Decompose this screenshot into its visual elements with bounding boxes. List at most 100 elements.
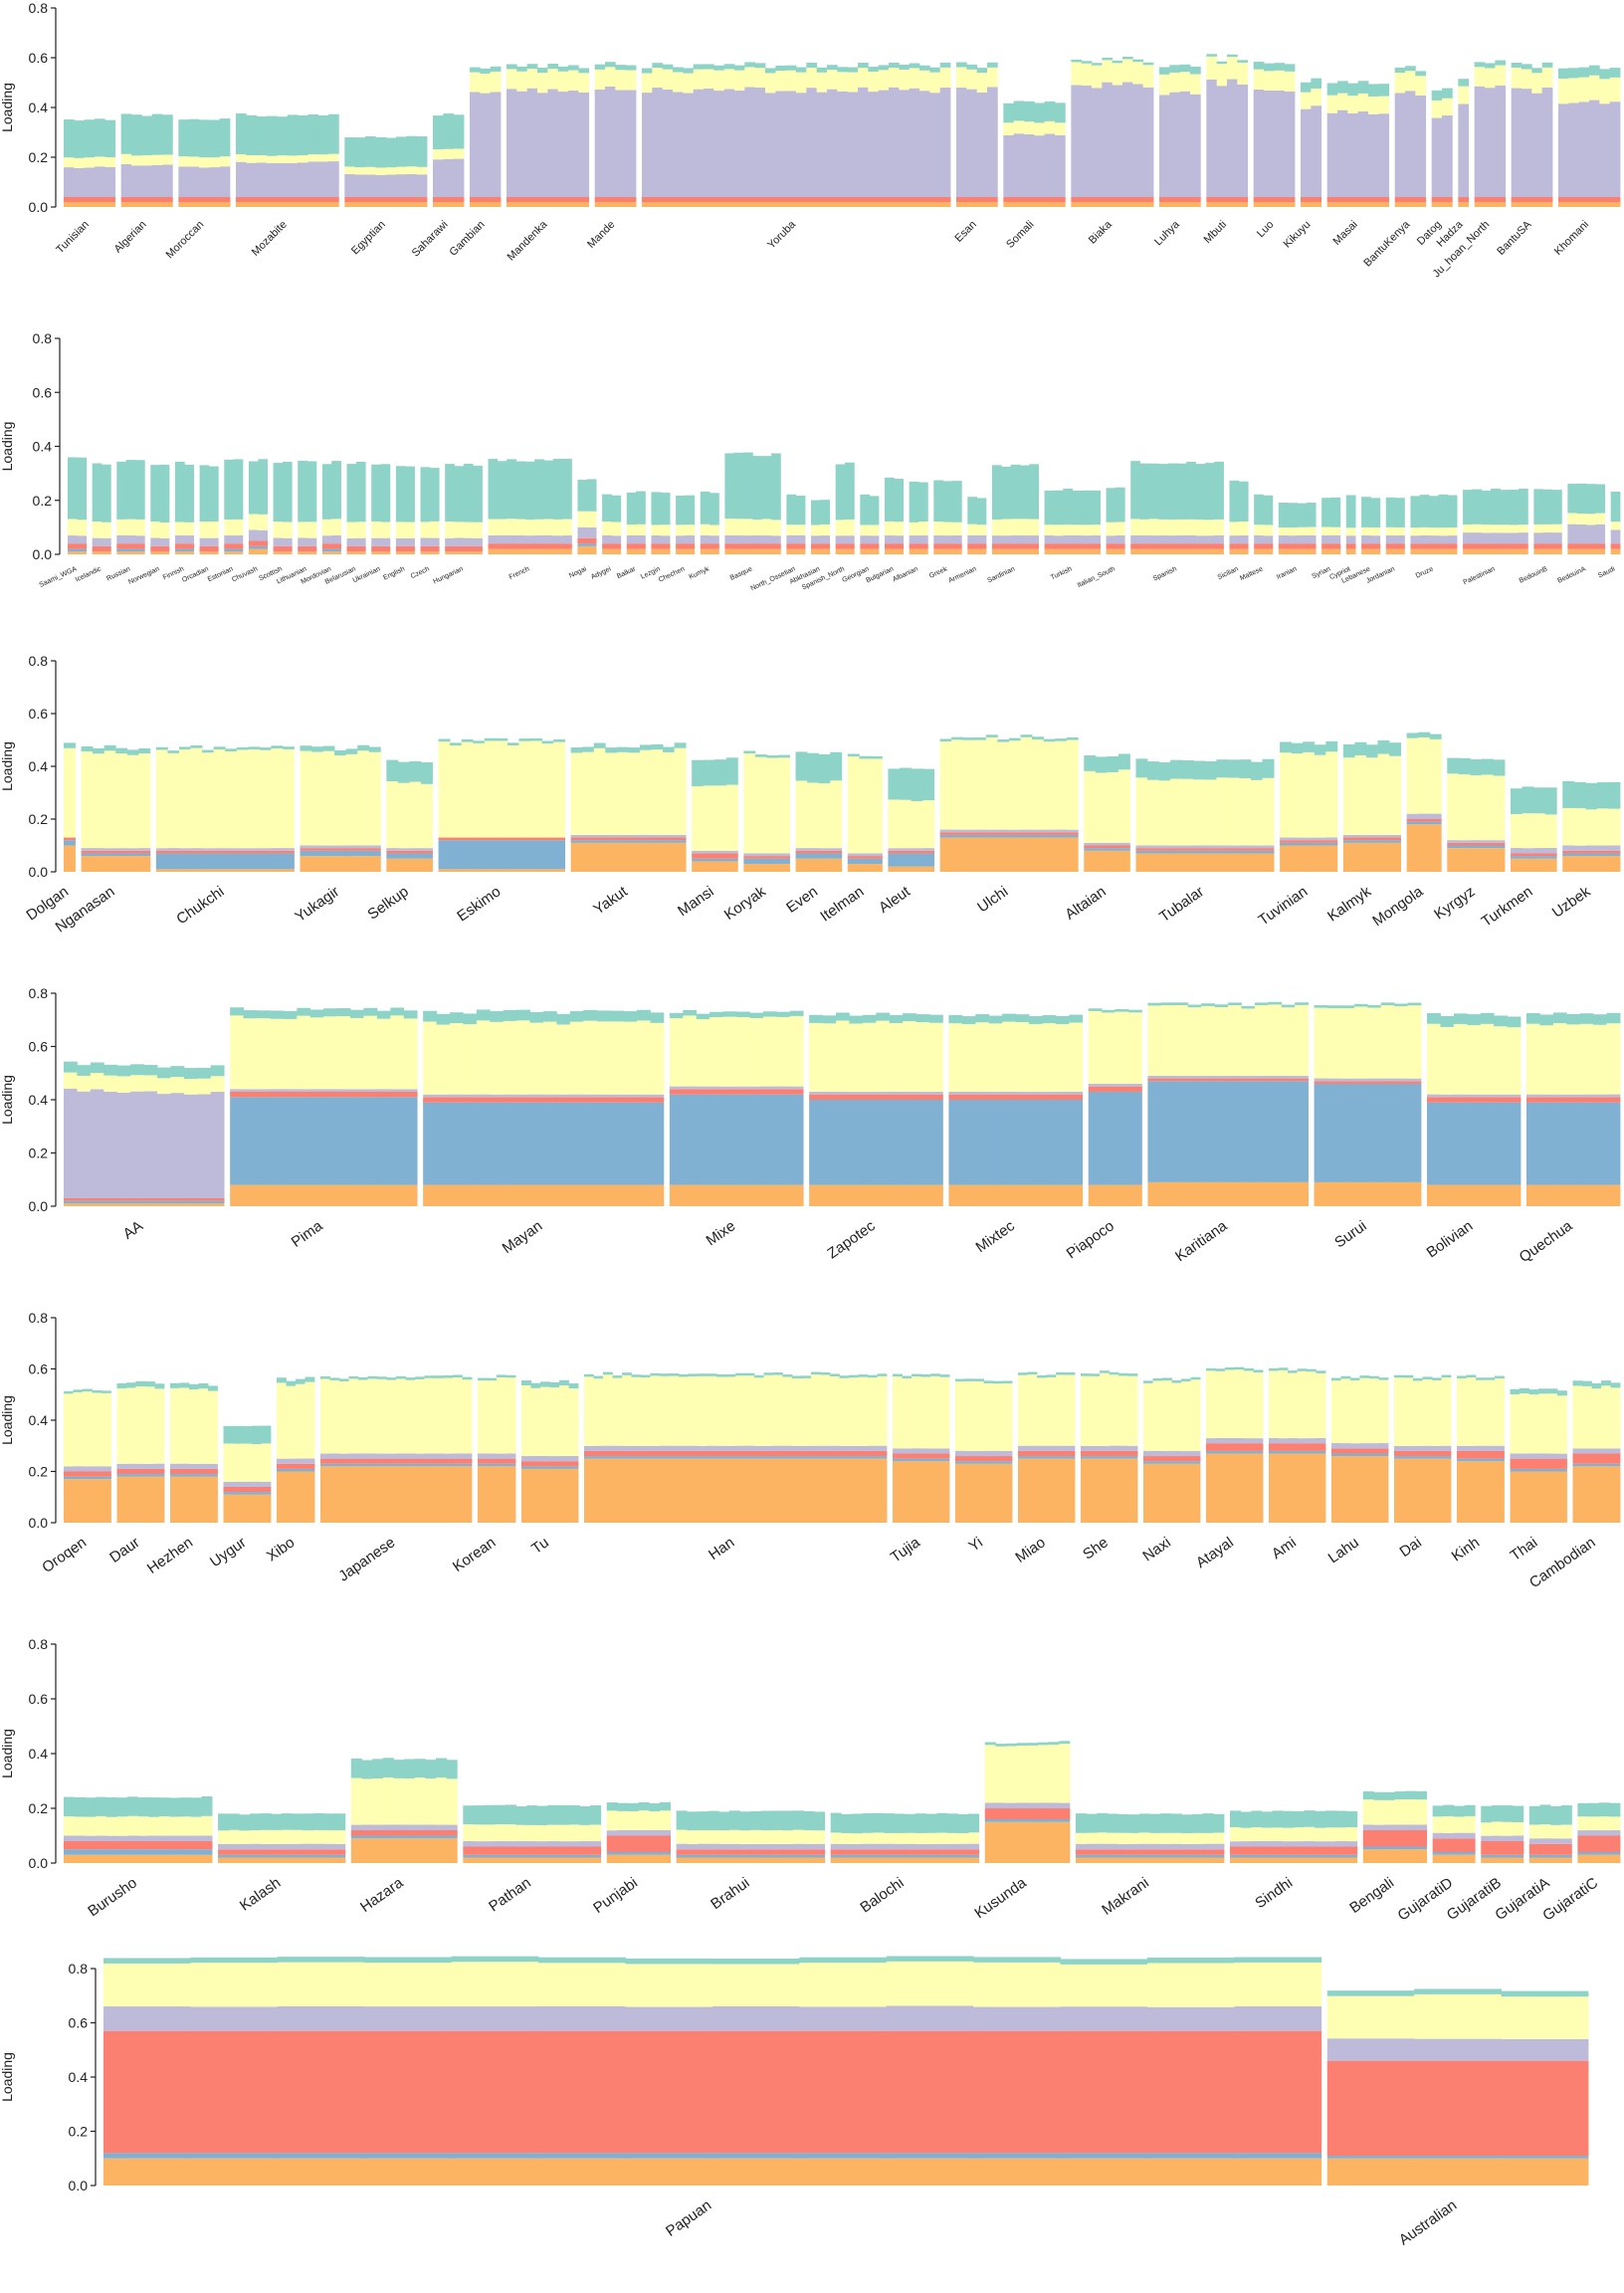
bar-segment-orange bbox=[557, 202, 569, 207]
bar-segment-blue bbox=[312, 1854, 324, 1858]
bar-segment-purple bbox=[282, 848, 295, 851]
population-group bbox=[811, 500, 831, 554]
group-label: Somali bbox=[1004, 219, 1036, 251]
bar-segment-orange bbox=[1595, 548, 1606, 554]
bar-segment-yellow bbox=[1176, 519, 1187, 535]
bar-segment-yellow bbox=[224, 519, 234, 536]
bar-segment-orange bbox=[357, 856, 370, 872]
bar-segment-blue bbox=[1138, 1854, 1150, 1858]
bar-segment-yellow bbox=[355, 521, 366, 538]
bar-segment-teal bbox=[801, 1375, 812, 1378]
bar-segment-purple bbox=[651, 834, 664, 838]
bar-segment-yellow bbox=[141, 155, 153, 166]
bar-segment-teal bbox=[782, 1374, 793, 1377]
bar-segment-orange bbox=[809, 1184, 823, 1206]
bar-segment-purple bbox=[260, 1843, 272, 1850]
bar-segment-yellow bbox=[1269, 1370, 1279, 1438]
bar-segment-yellow bbox=[1139, 519, 1150, 535]
population-group bbox=[273, 461, 293, 554]
bar-segment-teal bbox=[1610, 492, 1621, 522]
bar-segment-yellow bbox=[516, 71, 528, 92]
bar-segment-yellow bbox=[883, 1832, 895, 1844]
bar-segment-teal bbox=[1055, 738, 1068, 741]
bar-segment-yellow bbox=[526, 1824, 538, 1842]
bar-segment-teal bbox=[1307, 1368, 1317, 1372]
bar-segment-red bbox=[495, 1846, 507, 1855]
bar-segment-orange bbox=[1055, 202, 1066, 207]
bar-segment-red bbox=[847, 197, 859, 202]
bar-segment-purple bbox=[674, 834, 687, 838]
bar-segment-yellow bbox=[1509, 524, 1520, 533]
bar-segment-orange bbox=[524, 548, 535, 554]
bar-segment-orange bbox=[820, 1458, 831, 1524]
bar-segment-blue bbox=[1027, 1819, 1039, 1822]
bar-segment-blue bbox=[603, 1456, 613, 1459]
bar-segment-blue bbox=[710, 1094, 723, 1185]
bar-segment-blue bbox=[506, 1463, 516, 1467]
bar-segment-orange bbox=[405, 551, 415, 554]
bar-segment-red bbox=[1263, 543, 1274, 549]
bar-segment-yellow bbox=[693, 69, 705, 90]
bar-segment-blue bbox=[593, 840, 606, 843]
bar-segment-purple bbox=[277, 2005, 365, 2031]
bar-segment-red bbox=[1502, 1841, 1514, 1855]
bar-segment-yellow bbox=[1147, 779, 1159, 846]
bar-segment-yellow bbox=[1467, 1025, 1482, 1095]
group-label: Itelman bbox=[817, 883, 867, 925]
bar-segment-teal bbox=[1055, 1015, 1070, 1025]
bar-segment-yellow bbox=[639, 749, 652, 835]
bar-segment-blue bbox=[1254, 1081, 1269, 1182]
bar-segment-yellow bbox=[201, 1815, 213, 1836]
bar-segment-purple bbox=[1458, 840, 1471, 843]
bar-segment-blue bbox=[596, 1102, 611, 1185]
bar-segment-yellow bbox=[622, 1374, 632, 1446]
bar-segment-orange bbox=[73, 1479, 84, 1523]
bar-segment-purple bbox=[1195, 535, 1206, 544]
bar-segment-red bbox=[403, 1091, 418, 1098]
bar-segment-red bbox=[297, 1091, 311, 1098]
bar-segment-purple bbox=[103, 2006, 191, 2031]
bar-segment-orange bbox=[1389, 842, 1402, 872]
bar-segment-red bbox=[81, 850, 94, 854]
bar-segment-teal bbox=[1340, 1005, 1355, 1008]
bar-segment-yellow bbox=[736, 1016, 750, 1087]
bar-segment-blue bbox=[1170, 850, 1183, 854]
bar-segment-purple bbox=[323, 1089, 337, 1092]
bar-segment-yellow bbox=[725, 1376, 736, 1446]
bar-segment-yellow bbox=[722, 1016, 737, 1087]
bar-segment-purple bbox=[1284, 91, 1296, 197]
bar-segment-orange bbox=[1010, 548, 1021, 554]
bar-segment-red bbox=[1216, 848, 1229, 851]
bar-segment-orange bbox=[547, 202, 559, 207]
bar-segment-red bbox=[582, 837, 595, 841]
bar-segment-teal bbox=[1081, 490, 1092, 525]
bar-segment-blue bbox=[103, 2153, 191, 2159]
bar-segment-red bbox=[1280, 840, 1293, 843]
bar-segment-red bbox=[789, 1089, 804, 1095]
bar-segment-purple bbox=[1148, 535, 1159, 544]
bar-segment-purple bbox=[322, 845, 335, 849]
bar-segment-red bbox=[1547, 1458, 1558, 1469]
bar-segment-yellow bbox=[547, 1824, 559, 1841]
bar-segment-teal bbox=[957, 1814, 969, 1833]
bar-segment-yellow bbox=[1032, 738, 1045, 830]
bar-segment-red bbox=[1075, 1849, 1087, 1855]
bar-segment-orange bbox=[673, 202, 684, 207]
bar-segment-orange bbox=[1330, 548, 1341, 554]
group-label: English bbox=[382, 565, 406, 581]
bar-segment-red bbox=[939, 832, 952, 835]
bar-segment-yellow bbox=[893, 1376, 903, 1449]
bar-segment-yellow bbox=[1485, 68, 1496, 89]
bar-segment-yellow bbox=[818, 783, 831, 849]
bar-segment-yellow bbox=[219, 156, 231, 167]
bar-segment-red bbox=[93, 850, 105, 854]
bar-segment-yellow bbox=[1115, 521, 1125, 535]
bar-segment-red bbox=[497, 543, 508, 549]
bar-segment-teal bbox=[473, 740, 486, 743]
y-tick-label: 0.0 bbox=[29, 1198, 49, 1214]
population-group bbox=[1458, 79, 1470, 207]
bar-segment-teal bbox=[704, 64, 714, 70]
bar-segment-yellow bbox=[372, 1778, 384, 1825]
bar-segment-yellow bbox=[1092, 65, 1103, 89]
bar-segment-yellow bbox=[625, 70, 637, 91]
